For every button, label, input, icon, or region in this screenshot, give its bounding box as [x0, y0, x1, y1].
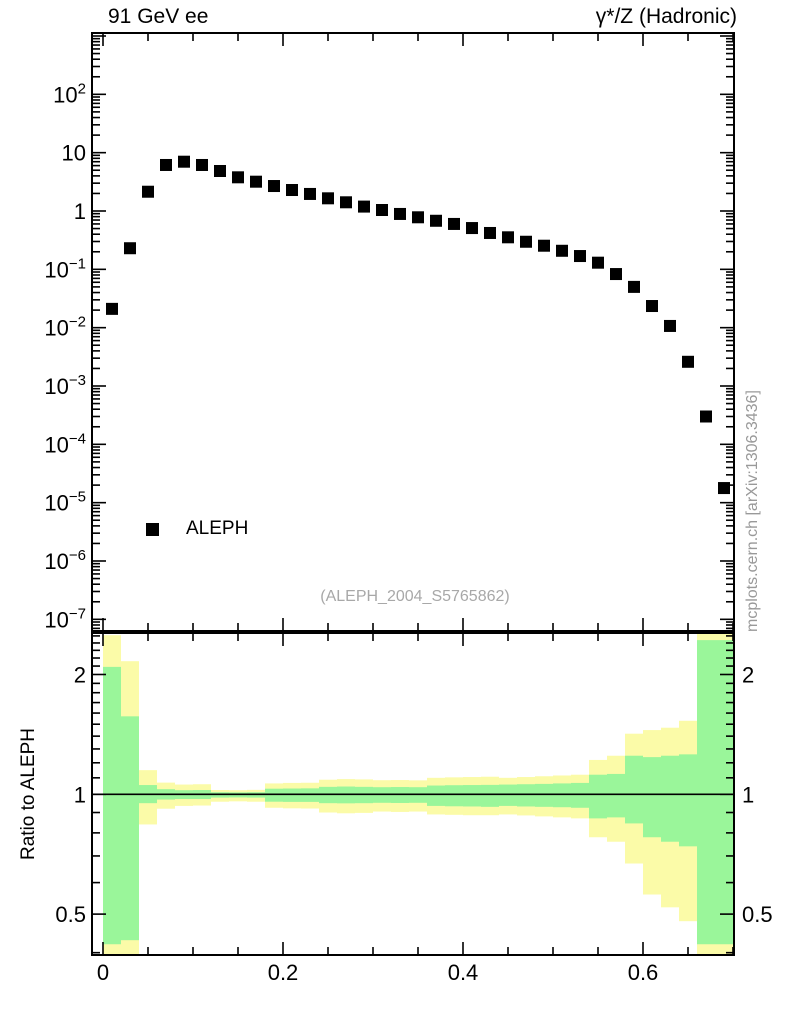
plot-title-left: 91 GeV ee: [108, 5, 209, 28]
aleph-square-marker-icon: [146, 522, 159, 536]
inner-uncertainty-band: [463, 785, 481, 807]
y-tick-label: 10−5: [44, 489, 86, 516]
analysis-reference-label: (ALEPH_2004_S5765862): [320, 588, 510, 605]
inner-uncertainty-band: [121, 716, 139, 941]
data-point: [646, 300, 658, 313]
inner-uncertainty-band: [697, 640, 715, 945]
data-point: [142, 185, 154, 198]
plot-title-right: γ*/Z (Hadronic): [595, 5, 737, 28]
ratio-tick-label-right: 1: [742, 782, 754, 807]
x-tick-label: 0.6: [628, 960, 659, 985]
data-point: [106, 302, 118, 315]
inner-uncertainty-band: [553, 783, 571, 808]
data-point: [484, 226, 496, 239]
data-point: [178, 155, 190, 168]
data-point: [700, 410, 712, 423]
inner-uncertainty-band: [679, 754, 697, 847]
y-tick-label: 10−6: [44, 547, 86, 574]
data-point: [682, 355, 694, 368]
data-point: [556, 244, 568, 257]
data-point: [214, 164, 226, 177]
data-point: [610, 268, 622, 281]
data-point: [628, 280, 640, 293]
inner-uncertainty-band: [103, 666, 121, 945]
data-point: [124, 242, 136, 255]
data-point: [160, 158, 172, 171]
y-tick-label: 10−1: [44, 255, 86, 282]
inner-uncertainty-band: [643, 757, 661, 838]
inner-uncertainty-band: [571, 782, 589, 808]
y-tick-label: 102: [53, 80, 86, 107]
data-point: [412, 211, 424, 224]
inner-uncertainty-band: [481, 784, 499, 807]
data-point: [304, 187, 316, 200]
data-point: [448, 217, 460, 230]
inner-uncertainty-band: [265, 788, 283, 802]
inner-uncertainty-band: [625, 755, 643, 824]
data-point: [376, 204, 388, 217]
data-point: [592, 256, 604, 269]
ratio-tick-label-right: 0.5: [742, 902, 773, 927]
mcplots-watermark: mcplots.cern.ch [arXiv:1306.3436]: [744, 390, 761, 632]
inner-uncertainty-band: [301, 788, 319, 802]
inner-uncertainty-band: [661, 755, 679, 842]
inner-uncertainty-band: [499, 784, 517, 806]
data-point: [340, 196, 352, 209]
data-points-aleph: [106, 155, 730, 495]
inner-uncertainty-band: [589, 774, 607, 819]
y-tick-label: 10−3: [44, 372, 86, 399]
data-point: [430, 214, 442, 227]
data-point: [232, 171, 244, 184]
ratio-tick-label-left: 0.5: [55, 902, 86, 927]
x-tick-label: 0: [97, 960, 109, 985]
inner-uncertainty-band: [535, 783, 553, 807]
x-tick-label: 0.4: [448, 960, 479, 985]
y-tick-label: 10: [62, 141, 86, 166]
data-point: [538, 239, 550, 252]
ratio-tick-label-left: 2: [74, 662, 86, 687]
axis-tick-labels: 102 10 1 10−1 10−2 10−3 10−4 10−5 10−6 10−7 2 2 1 1 0.…: [44, 80, 772, 985]
inner-uncertainty-band: [607, 773, 625, 818]
x-tick-label: 0.2: [268, 960, 299, 985]
data-point: [250, 175, 262, 188]
y-tick-label: 1: [74, 199, 86, 224]
ratio-axis-title: Ratio to ALEPH: [18, 727, 39, 860]
data-point: [268, 180, 280, 193]
y-tick-label: 10−4: [44, 430, 86, 457]
data-point: [196, 158, 208, 171]
y-tick-label: 10−7: [44, 605, 86, 632]
axis-ticks: [92, 33, 734, 955]
main-panel-frame: [91, 32, 735, 632]
legend-label-aleph: ALEPH: [186, 518, 249, 539]
data-point: [574, 250, 586, 263]
inner-uncertainty-band: [517, 784, 535, 807]
data-point: [664, 319, 676, 332]
data-point: [322, 192, 334, 205]
data-point: [358, 200, 370, 213]
inner-uncertainty-band: [427, 785, 445, 806]
data-point: [502, 231, 514, 244]
legend: ALEPH: [146, 518, 248, 540]
data-point: [286, 184, 298, 197]
inner-uncertainty-band: [283, 788, 301, 802]
data-point: [394, 207, 406, 220]
data-point: [520, 235, 532, 248]
ratio-tick-label-left: 1: [74, 782, 86, 807]
ratio-tick-label-right: 2: [742, 662, 754, 687]
data-point: [718, 482, 730, 495]
inner-uncertainty-band: [715, 640, 733, 945]
data-point: [466, 222, 478, 235]
inner-uncertainty-band: [445, 785, 463, 807]
y-tick-label: 10−2: [44, 314, 86, 341]
